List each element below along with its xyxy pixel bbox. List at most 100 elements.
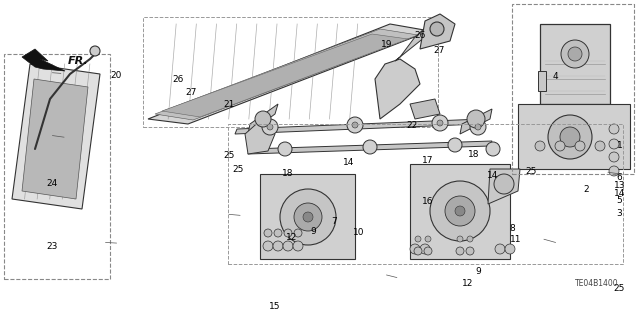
Text: 9: 9 [311, 227, 316, 236]
Text: 27: 27 [433, 46, 445, 55]
Text: 22: 22 [406, 121, 418, 130]
Circle shape [415, 236, 421, 242]
Circle shape [609, 166, 619, 176]
Circle shape [280, 189, 336, 245]
Circle shape [347, 117, 363, 133]
Circle shape [420, 244, 430, 254]
Text: 7: 7 [332, 217, 337, 226]
Circle shape [457, 236, 463, 242]
Text: 25: 25 [525, 167, 537, 176]
Text: 14: 14 [614, 189, 625, 198]
Circle shape [535, 141, 545, 151]
Text: 20: 20 [111, 71, 122, 80]
Text: 11: 11 [510, 235, 522, 244]
Text: 26: 26 [172, 75, 184, 84]
Circle shape [568, 47, 582, 61]
Text: 6: 6 [617, 173, 622, 182]
Text: 5: 5 [617, 197, 622, 205]
Circle shape [274, 229, 282, 237]
Text: 10: 10 [353, 228, 364, 237]
Polygon shape [488, 169, 520, 204]
Circle shape [430, 22, 444, 36]
Circle shape [575, 141, 585, 151]
Circle shape [293, 241, 303, 251]
Circle shape [561, 40, 589, 68]
Circle shape [548, 115, 592, 159]
Text: 15: 15 [269, 302, 281, 311]
Text: 13: 13 [614, 181, 625, 190]
Circle shape [90, 46, 100, 56]
Circle shape [486, 142, 500, 156]
Text: 27: 27 [185, 88, 196, 97]
Text: 12: 12 [461, 279, 473, 288]
Circle shape [424, 247, 432, 255]
Polygon shape [248, 141, 492, 154]
Circle shape [456, 247, 464, 255]
Polygon shape [395, 19, 440, 61]
Circle shape [283, 241, 293, 251]
Polygon shape [22, 49, 65, 71]
Circle shape [414, 247, 422, 255]
Circle shape [273, 241, 283, 251]
Text: 25: 25 [614, 284, 625, 293]
Circle shape [294, 229, 302, 237]
Text: TE04B1400: TE04B1400 [575, 279, 619, 288]
Polygon shape [518, 104, 630, 169]
Polygon shape [375, 59, 420, 119]
Circle shape [494, 174, 514, 194]
FancyBboxPatch shape [538, 71, 546, 91]
Circle shape [303, 212, 313, 222]
Circle shape [410, 244, 420, 254]
Text: 9: 9 [476, 267, 481, 276]
Circle shape [560, 127, 580, 147]
Text: 26: 26 [414, 31, 426, 40]
Polygon shape [22, 79, 88, 199]
Text: 14: 14 [487, 171, 499, 180]
Text: 24: 24 [47, 179, 58, 188]
Polygon shape [245, 119, 275, 154]
Circle shape [264, 229, 272, 237]
Circle shape [263, 241, 273, 251]
Text: 14: 14 [343, 158, 355, 167]
Circle shape [595, 141, 605, 151]
Circle shape [467, 236, 473, 242]
Text: 25: 25 [223, 151, 235, 160]
Text: 25: 25 [232, 165, 244, 174]
Text: 2: 2 [584, 185, 589, 194]
Circle shape [555, 141, 565, 151]
Text: 1: 1 [617, 141, 622, 150]
Circle shape [475, 124, 481, 130]
Circle shape [467, 110, 485, 128]
Polygon shape [420, 14, 455, 49]
Circle shape [262, 119, 278, 135]
Polygon shape [260, 174, 355, 259]
Text: 18: 18 [468, 150, 479, 159]
Circle shape [267, 124, 273, 130]
Polygon shape [410, 164, 510, 259]
Text: 23: 23 [47, 242, 58, 251]
Text: 17: 17 [422, 156, 433, 165]
Text: 8: 8 [509, 224, 515, 233]
Polygon shape [12, 64, 100, 209]
Circle shape [294, 203, 322, 231]
Polygon shape [162, 34, 408, 117]
Circle shape [278, 142, 292, 156]
Text: 12: 12 [285, 233, 297, 242]
Text: 19: 19 [381, 40, 392, 48]
Text: 4: 4 [553, 72, 558, 81]
Circle shape [284, 229, 292, 237]
Text: FR.: FR. [68, 56, 89, 66]
Circle shape [495, 244, 505, 254]
Text: 21: 21 [223, 100, 235, 109]
Circle shape [425, 236, 431, 242]
Circle shape [363, 140, 377, 154]
Circle shape [445, 196, 475, 226]
Polygon shape [410, 99, 440, 119]
Circle shape [437, 120, 443, 126]
Circle shape [609, 124, 619, 134]
Polygon shape [248, 104, 278, 134]
Circle shape [255, 111, 271, 127]
Circle shape [470, 119, 486, 135]
Circle shape [505, 244, 515, 254]
Text: 18: 18 [282, 169, 294, 178]
